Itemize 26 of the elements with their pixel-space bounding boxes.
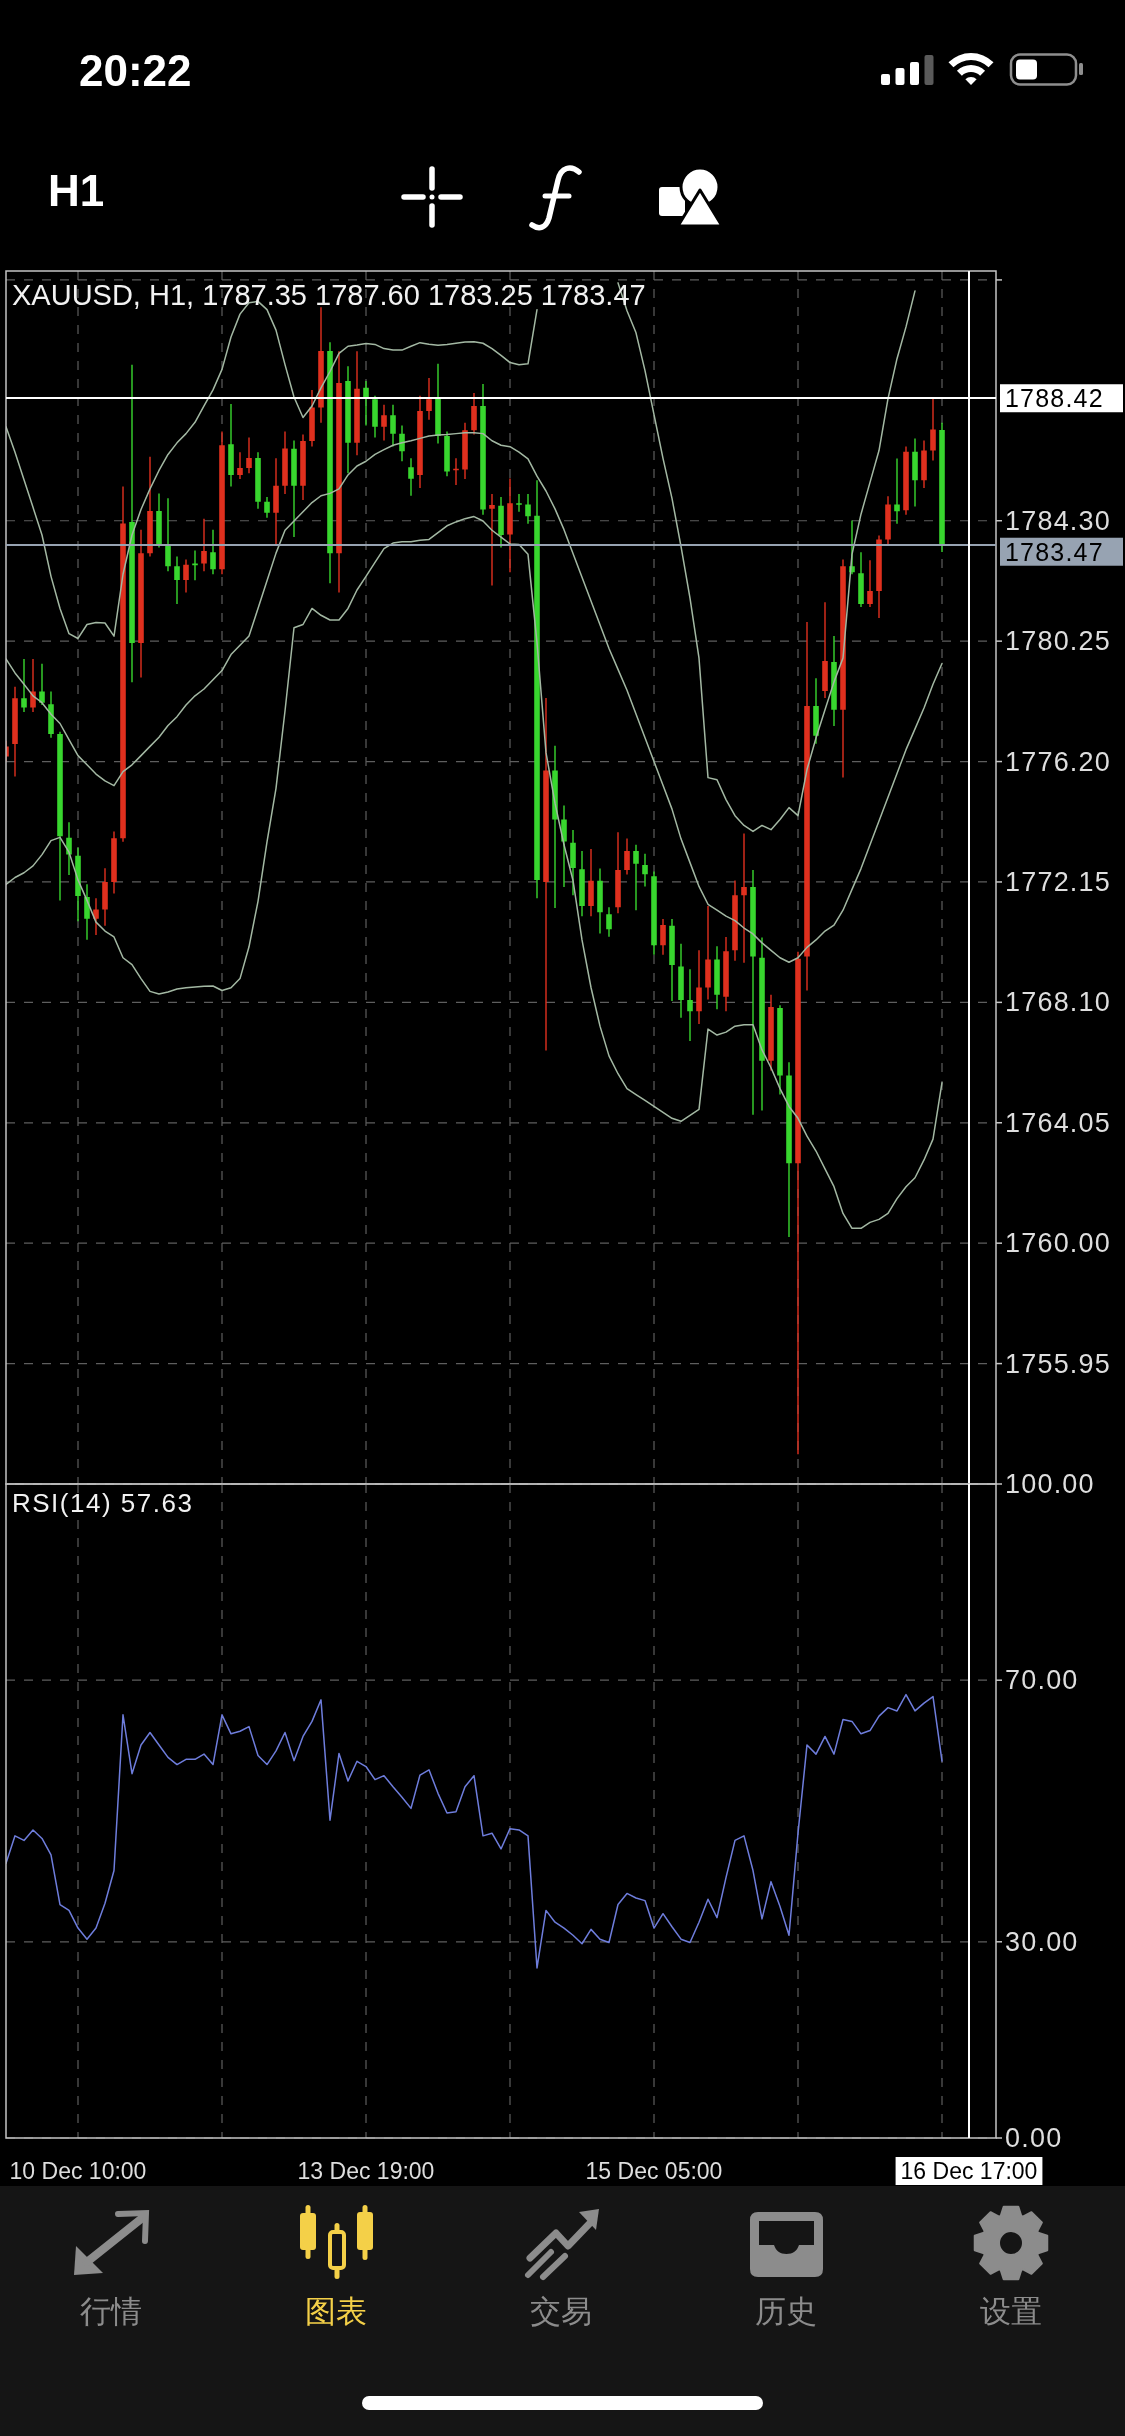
y-tick-label: 1760.00 <box>1005 1228 1111 1259</box>
ref-line-label: 1783.47 <box>1005 537 1104 566</box>
text: 20:22 <box>79 45 192 95</box>
y-tick-label: 1780.25 <box>1005 626 1111 657</box>
y-tick-label: 0.00 <box>1005 2123 1063 2153</box>
y-tick-label: 1755.95 <box>1005 1348 1111 1379</box>
y-tick-label: 1768.10 <box>1005 987 1111 1018</box>
text: 图表 <box>305 2293 367 2329</box>
y-tick-label: 1764.05 <box>1005 1107 1111 1138</box>
y-tick-label: 1772.15 <box>1005 866 1111 897</box>
text: 行情 <box>80 2293 142 2329</box>
text: 交易 <box>530 2293 592 2329</box>
x-tick-label: 10 Dec 10:00 <box>9 2158 147 2184</box>
text: 历史 <box>755 2293 817 2329</box>
y-tick-label: 100.00 <box>1005 1469 1095 1499</box>
chart-title: RSI(14) 57.63 <box>12 1488 194 1518</box>
text: 设置 <box>980 2293 1042 2329</box>
x-tick-label: 15 Dec 05:00 <box>585 2158 723 2184</box>
y-tick-label: 70.00 <box>1005 1665 1079 1696</box>
y-tick-label: 1784.30 <box>1005 505 1111 536</box>
text: H1 <box>48 165 105 215</box>
ref-line-label: 1788.42 <box>1005 384 1104 413</box>
y-tick-label: 30.00 <box>1005 1926 1079 1957</box>
x-tick-label: 13 Dec 19:00 <box>297 2158 435 2184</box>
x-tick-label: 16 Dec 17:00 <box>900 2158 1038 2184</box>
y-tick-label: 1776.20 <box>1005 746 1111 777</box>
